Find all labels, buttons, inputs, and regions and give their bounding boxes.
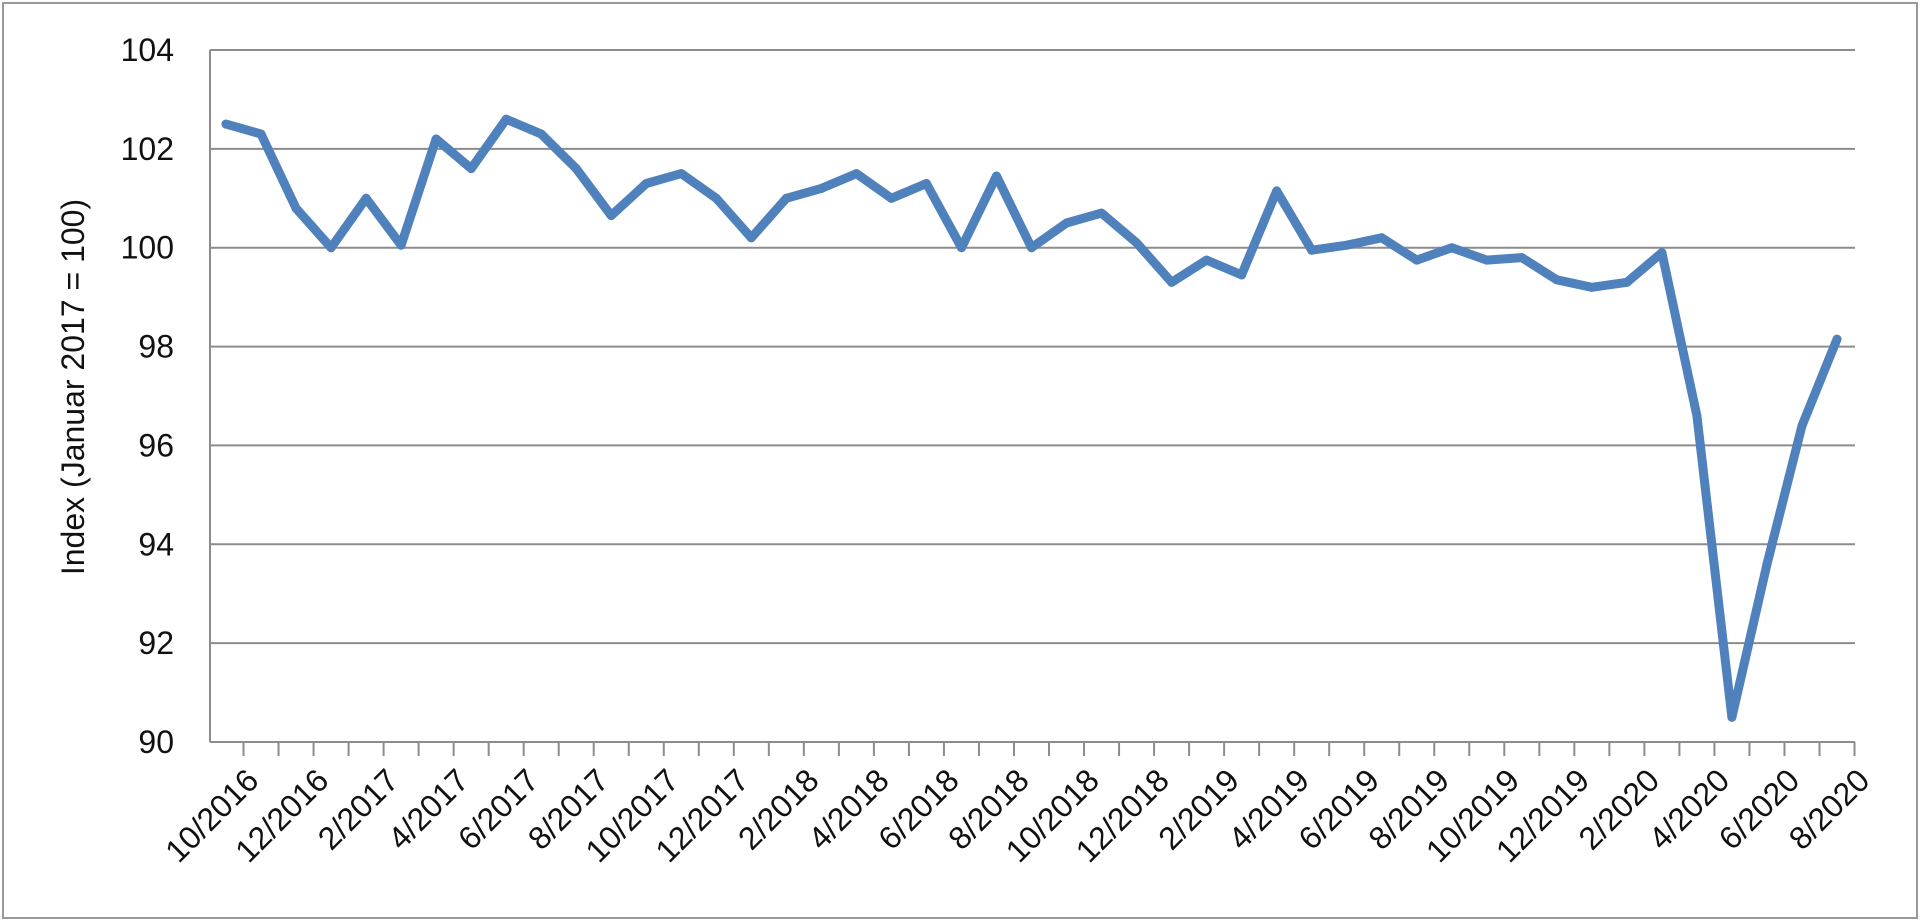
data-point	[1797, 421, 1807, 431]
data-point	[1587, 282, 1597, 292]
x-tick-label: 8/2020	[1782, 762, 1877, 857]
data-point	[851, 169, 861, 179]
gridlines	[210, 49, 1855, 645]
y-tick-label: 96	[138, 427, 174, 463]
data-point	[711, 193, 721, 203]
data-point	[1062, 218, 1071, 228]
y-tick-label: 98	[138, 329, 174, 365]
y-tick-label: 102	[121, 131, 174, 167]
data-point	[957, 243, 966, 253]
data-point	[1517, 253, 1527, 263]
data-point	[1762, 559, 1772, 569]
data-point	[1027, 243, 1036, 253]
data-point	[536, 129, 546, 139]
data-point	[221, 119, 231, 129]
data-point	[1237, 270, 1247, 280]
data-point	[1202, 255, 1212, 265]
y-tick-label: 100	[121, 230, 174, 266]
data-point	[781, 193, 791, 203]
data-point	[571, 164, 581, 174]
data-point	[256, 129, 266, 139]
data-point	[1167, 277, 1177, 287]
data-point	[1307, 245, 1317, 255]
data-point	[466, 164, 476, 174]
data-point	[1552, 275, 1562, 285]
data-point	[326, 243, 336, 253]
y-tick-label: 92	[138, 625, 174, 661]
axes	[209, 50, 1856, 756]
data-point	[816, 183, 826, 193]
data-point	[1447, 243, 1457, 253]
data-point	[921, 179, 931, 188]
data-point	[606, 211, 616, 221]
data-point	[886, 193, 896, 203]
y-tick-label: 90	[138, 724, 174, 760]
data-point	[1097, 208, 1106, 218]
data-point	[501, 114, 511, 124]
y-tick-label: 104	[121, 32, 174, 68]
data-point	[396, 240, 406, 250]
y-tick-label: 94	[138, 526, 174, 562]
data-point	[676, 169, 686, 179]
data-point	[1692, 411, 1702, 421]
data-point	[1482, 255, 1492, 265]
y-axis-title: Index (Januar 2017 = 100)	[55, 199, 91, 575]
data-point	[1727, 712, 1737, 722]
data-point	[1272, 186, 1282, 196]
series-line	[221, 114, 1842, 722]
data-point	[1377, 233, 1387, 243]
data-point	[291, 203, 301, 213]
data-point	[1657, 248, 1667, 258]
data-point	[1622, 277, 1632, 287]
data-point	[746, 233, 756, 243]
data-point	[641, 179, 651, 188]
data-point	[992, 171, 1001, 181]
data-point	[1412, 255, 1422, 265]
data-point	[1832, 334, 1842, 344]
y-tick-labels: 90 92 94 96 98 100 102 104	[121, 32, 174, 760]
x-tick-labels: 10/201612/20162/20174/20176/20178/201710…	[158, 762, 1876, 869]
data-point	[1132, 238, 1142, 248]
data-point	[361, 193, 371, 203]
data-points	[221, 114, 1842, 722]
data-point	[1342, 240, 1352, 250]
data-point	[431, 134, 441, 144]
